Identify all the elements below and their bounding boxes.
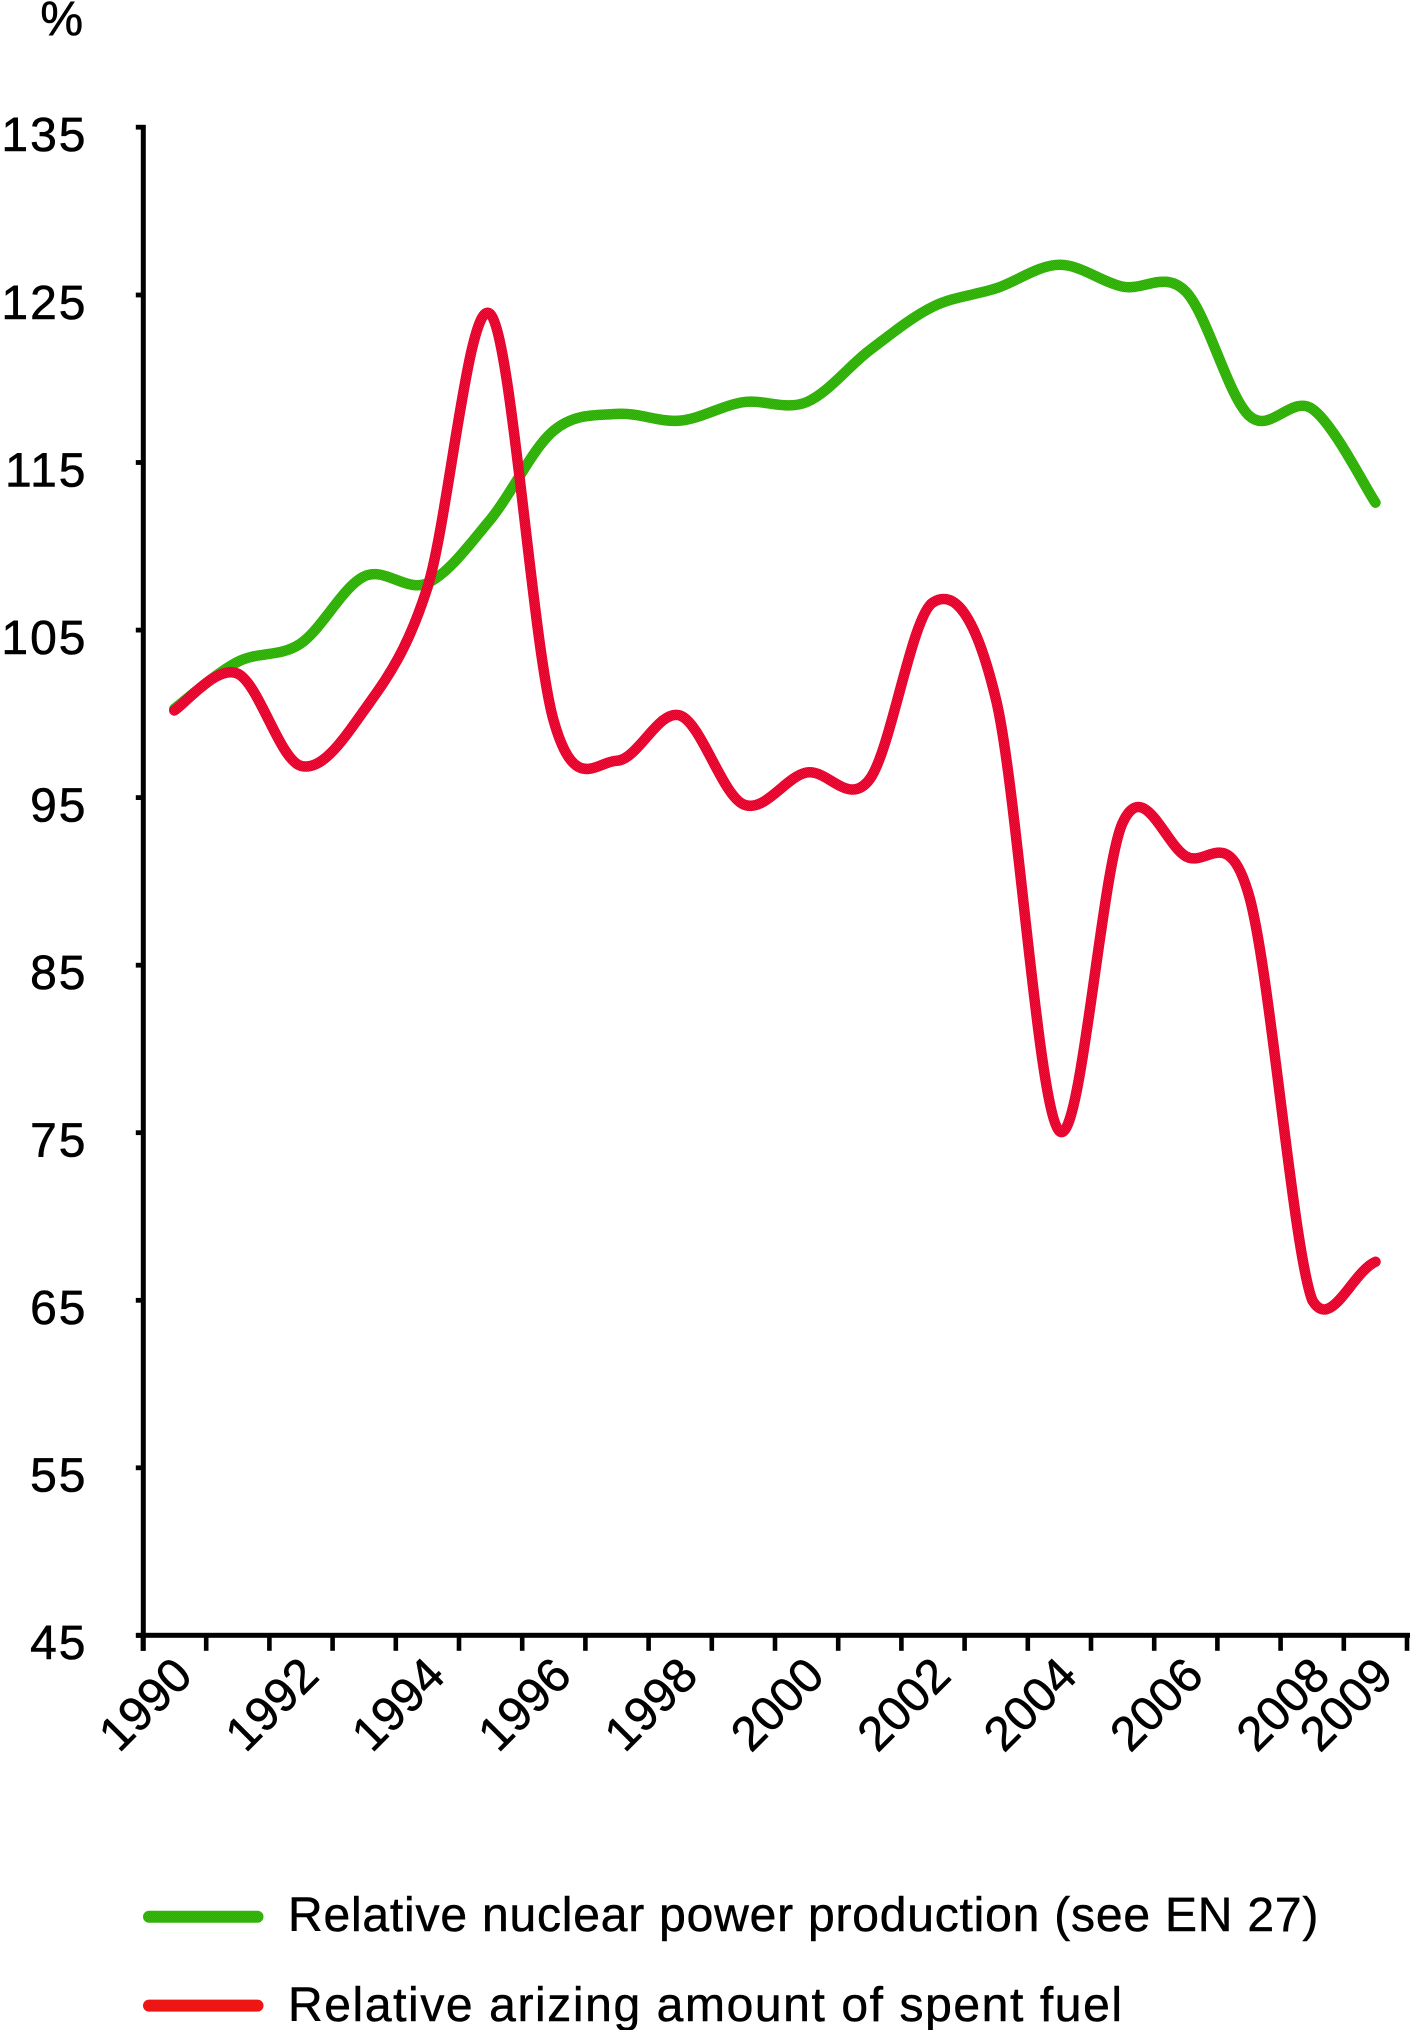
svg-text:%: %: [40, 0, 85, 46]
svg-text:2002: 2002: [848, 1648, 961, 1761]
svg-text:75: 75: [30, 1115, 87, 1168]
svg-text:85: 85: [30, 947, 87, 1000]
svg-text:1994: 1994: [342, 1648, 455, 1761]
svg-text:135: 135: [1, 109, 87, 162]
svg-text:105: 105: [1, 612, 87, 665]
svg-text:45: 45: [30, 1617, 87, 1670]
svg-text:125: 125: [1, 277, 87, 330]
svg-text:1990: 1990: [89, 1648, 202, 1761]
svg-text:2004: 2004: [974, 1648, 1087, 1761]
svg-text:65: 65: [30, 1282, 87, 1335]
svg-text:1998: 1998: [595, 1648, 708, 1761]
svg-text:95: 95: [30, 779, 87, 832]
svg-text:115: 115: [5, 444, 88, 497]
svg-text:Relative nuclear power product: Relative nuclear power production (see E…: [288, 1889, 1319, 1942]
svg-text:1996: 1996: [469, 1648, 582, 1761]
svg-text:1992: 1992: [216, 1648, 329, 1761]
svg-text:55: 55: [30, 1450, 87, 1503]
svg-text:Relative arizing amount of spe: Relative arizing amount of spent fuel: [288, 1979, 1124, 2030]
svg-text:2006: 2006: [1101, 1648, 1214, 1761]
svg-text:2000: 2000: [721, 1648, 834, 1761]
